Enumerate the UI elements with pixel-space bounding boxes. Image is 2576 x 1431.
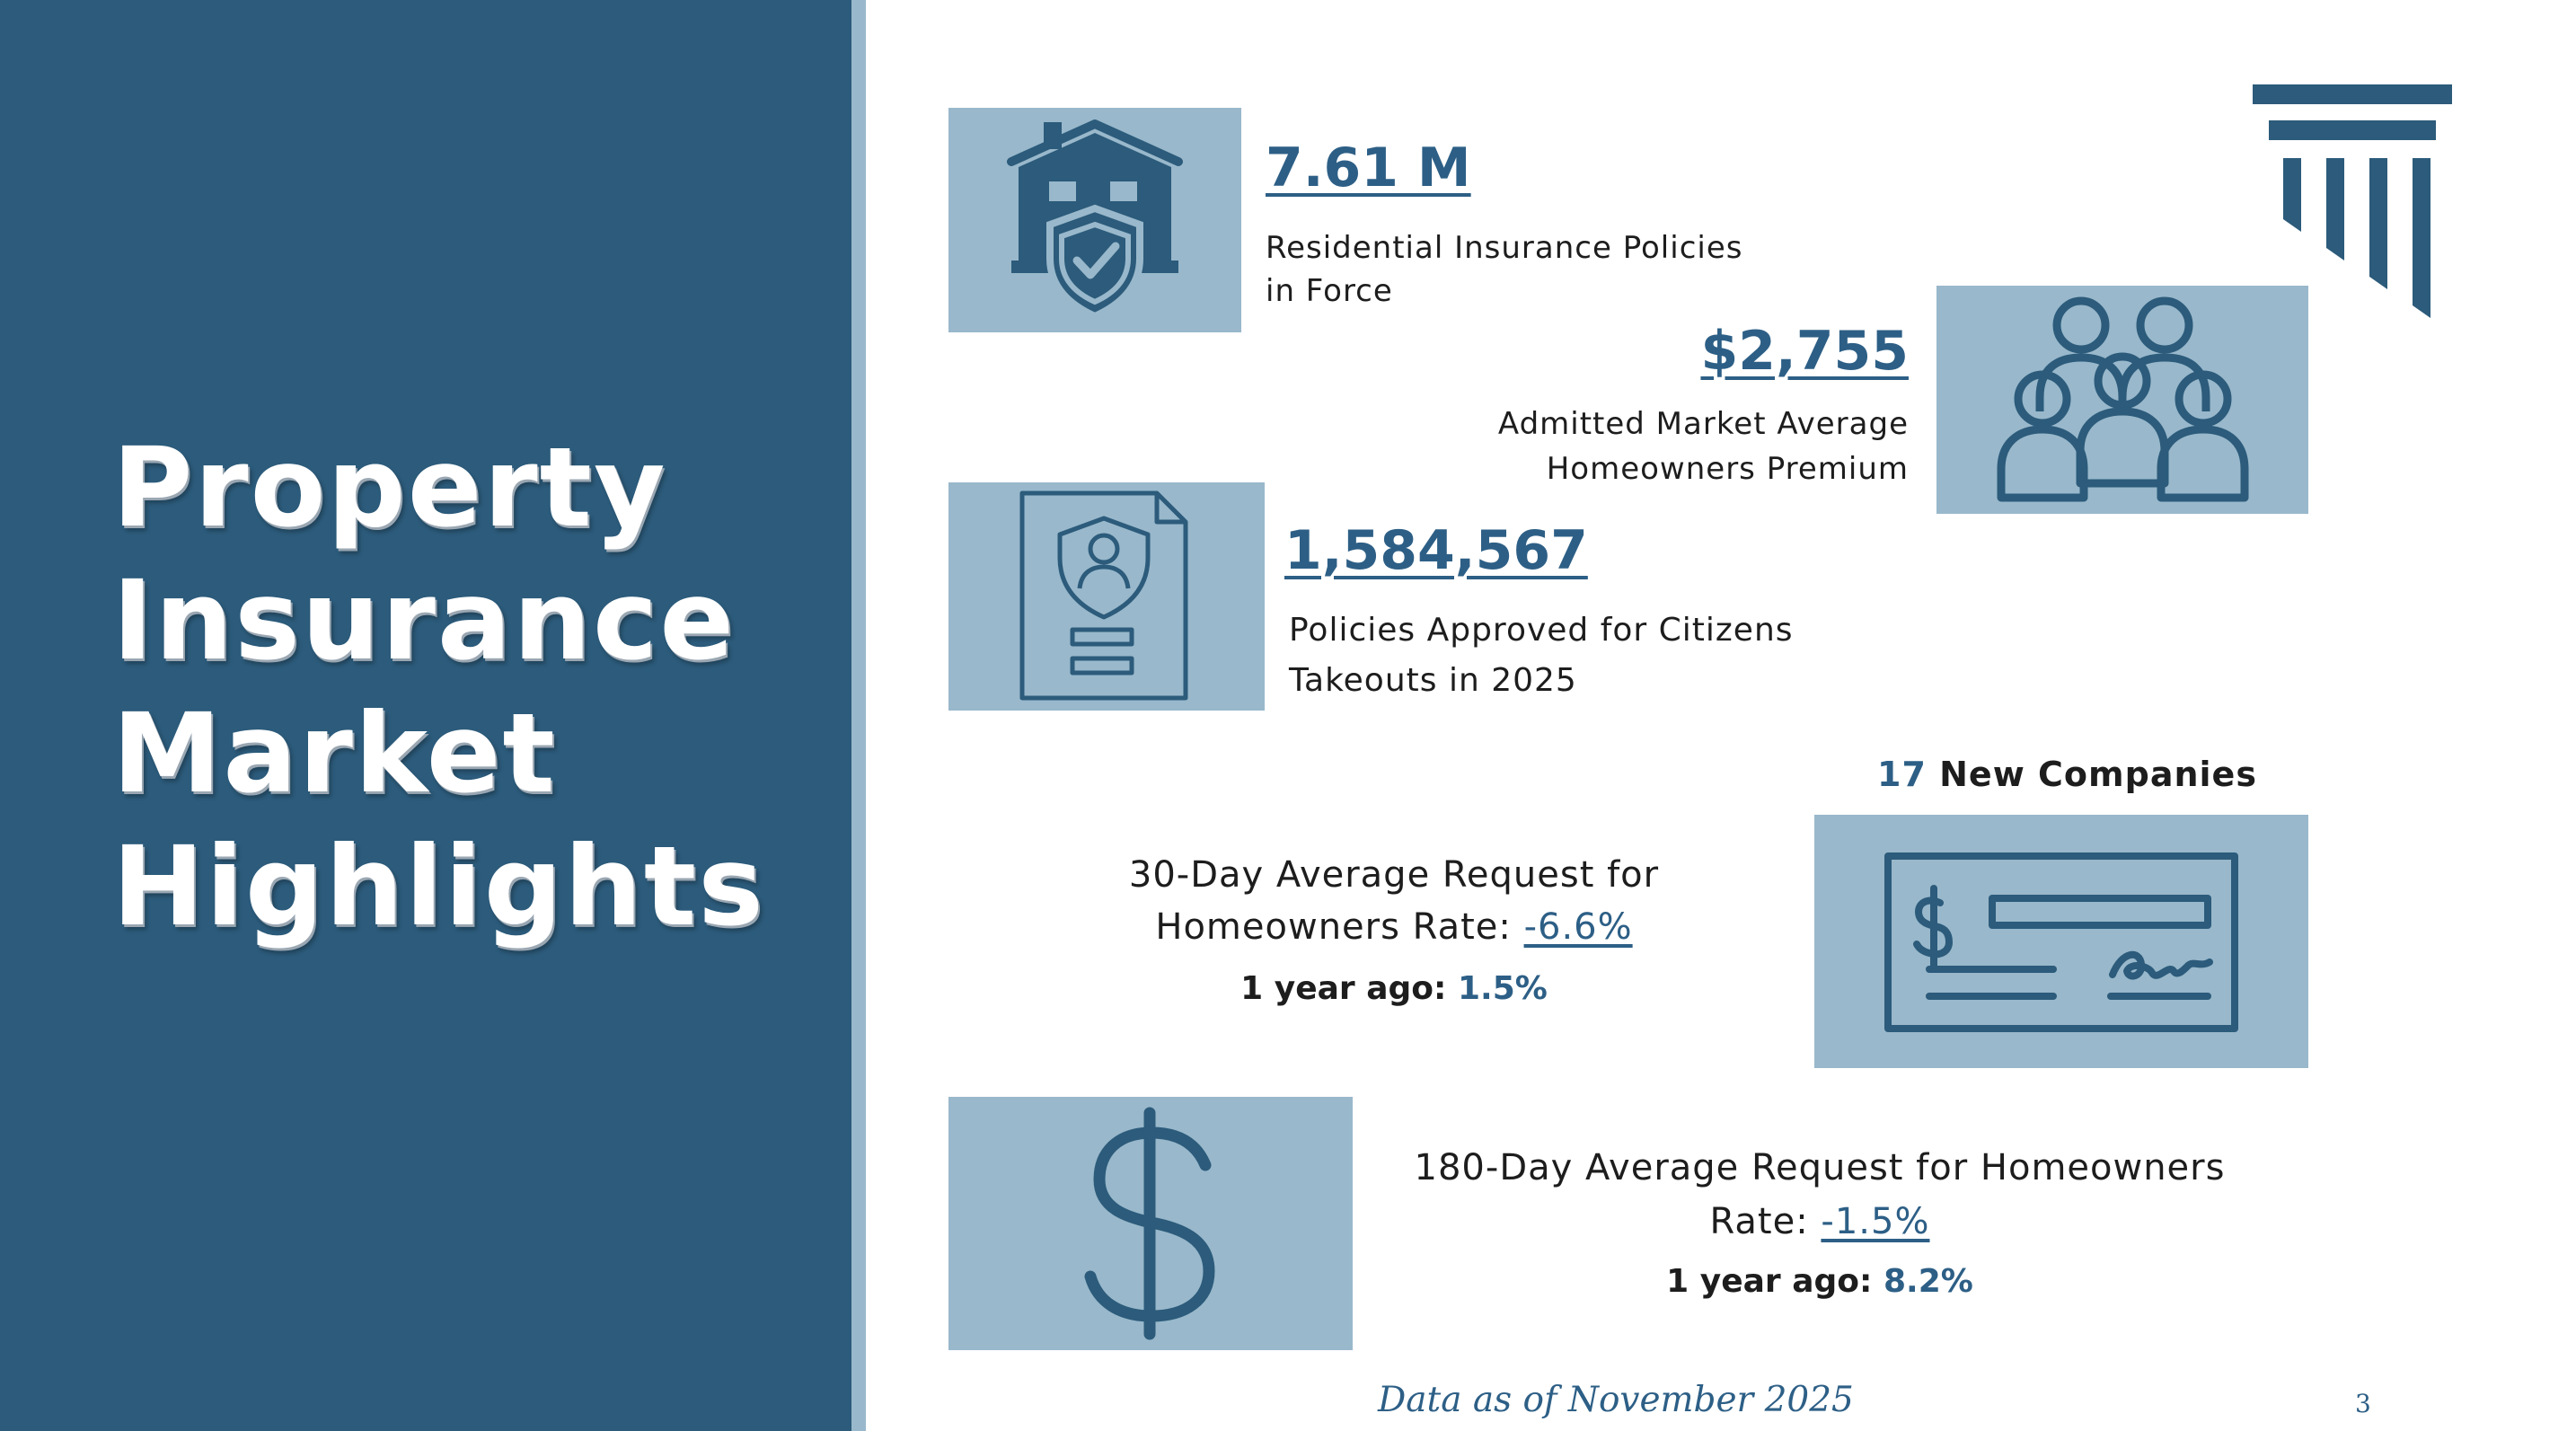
residential-policies-label: Residential Insurance Policies in Force (1266, 226, 1742, 313)
rate-180-year-ago-value: 8.2% (1883, 1263, 1973, 1300)
rate-180-line-1: 180-Day Average Request for Homeowners (1414, 1147, 2226, 1188)
new-companies-tile (1814, 815, 2308, 1068)
people-group-icon (1997, 296, 2249, 502)
new-companies-heading: 17 New Companies (1877, 755, 2257, 794)
title-line-1: Property (112, 424, 667, 552)
average-premium-value: $2,755 (1700, 320, 1909, 383)
citizens-tile (948, 482, 1265, 711)
house-shield-icon (1007, 119, 1183, 321)
rate-180-year-ago: 1 year ago: 8.2% (1389, 1263, 2251, 1300)
rate-180-value: -1.5% (1821, 1201, 1930, 1242)
premium-label-line-1: Admitted Market Average (1497, 406, 1909, 442)
rate-30-day-block: 30-Day Average Request for Homeowners Ra… (1107, 849, 1681, 953)
rate-30-year-ago: 1 year ago: 1.5% (1107, 970, 1681, 1007)
residential-label-line-1: Residential Insurance Policies (1266, 230, 1743, 266)
title-line-3: Market (112, 690, 557, 817)
dollar-sign-icon (1084, 1107, 1215, 1340)
rate-30-year-ago-label: 1 year ago: (1240, 970, 1447, 1007)
title-line-4: Highlights (112, 823, 765, 950)
sidebar-divider (851, 0, 866, 1431)
rate-30-year-ago-value: 1.5% (1457, 970, 1548, 1007)
rate-180-tile (948, 1097, 1353, 1350)
rate-30-line-1: 30-Day Average Request for (1128, 854, 1660, 896)
rate-180-prefix: Rate: (1709, 1201, 1822, 1242)
rate-30-prefix: Homeowners Rate: (1155, 906, 1524, 948)
new-companies-count: 17 (1877, 755, 1927, 794)
premium-label-line-2: Homeowners Premium (1546, 451, 1909, 487)
page-number: 3 (2355, 1389, 2371, 1418)
rate-30-line-2: Homeowners Rate: -6.6% (1107, 901, 1681, 953)
premium-tile (1936, 286, 2308, 514)
rate-180-year-ago-label: 1 year ago: (1666, 1263, 1873, 1300)
citizens-takeouts-label: Policies Approved for Citizens Takeouts … (1289, 605, 1794, 706)
title-line-2: Insurance (112, 557, 737, 685)
rate-180-line-2: Rate: -1.5% (1389, 1195, 2251, 1249)
residential-policies-value: 7.61 M (1266, 137, 1471, 199)
citizens-label-line-1: Policies Approved for Citizens (1289, 612, 1794, 649)
data-as-of-footer: Data as of November 2025 (1378, 1380, 1854, 1420)
new-companies-label: New Companies (1939, 755, 2257, 794)
column-logo-icon (2253, 84, 2452, 318)
check-icon (1884, 852, 2238, 1032)
rate-30-value: -6.6% (1523, 906, 1633, 948)
policy-document-icon (1019, 490, 1188, 701)
rate-180-day-block: 180-Day Average Request for Homeowners R… (1389, 1141, 2251, 1249)
residential-tile (948, 108, 1241, 332)
citizens-takeouts-value: 1,584,567 (1284, 519, 1588, 582)
sidebar-panel (0, 0, 851, 1431)
residential-label-line-2: in Force (1266, 273, 1393, 309)
citizens-label-line-2: Takeouts in 2025 (1289, 662, 1577, 699)
average-premium-label: Admitted Market Average Homeowners Premi… (1498, 402, 1909, 491)
